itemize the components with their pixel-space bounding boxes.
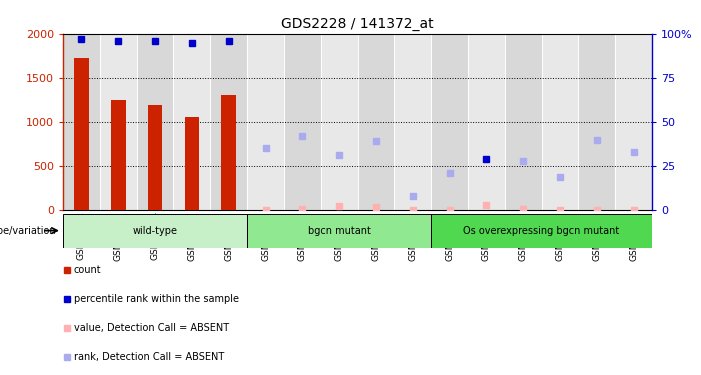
Bar — [210, 34, 247, 210]
Bar — [174, 34, 210, 210]
Bar — [505, 34, 542, 210]
Bar — [542, 34, 578, 210]
Text: Os overexpressing bgcn mutant: Os overexpressing bgcn mutant — [463, 226, 620, 236]
Text: count: count — [74, 264, 101, 274]
Bar — [222, 94, 236, 210]
Text: rank, Detection Call = ABSENT: rank, Detection Call = ABSENT — [74, 352, 224, 362]
Bar — [184, 117, 199, 210]
Text: percentile rank within the sample: percentile rank within the sample — [74, 294, 238, 304]
Bar — [431, 34, 468, 210]
Title: GDS2228 / 141372_at: GDS2228 / 141372_at — [281, 17, 434, 32]
Bar — [63, 34, 100, 210]
Bar — [137, 34, 174, 210]
Bar — [247, 214, 431, 248]
Text: wild-type: wild-type — [132, 226, 177, 236]
Bar — [63, 214, 247, 248]
Bar — [358, 34, 394, 210]
Text: value, Detection Call = ABSENT: value, Detection Call = ABSENT — [74, 322, 229, 333]
Bar — [431, 214, 652, 248]
Bar — [394, 34, 431, 210]
Bar — [247, 34, 284, 210]
Bar — [148, 105, 163, 210]
Bar — [615, 34, 652, 210]
Bar — [468, 34, 505, 210]
Bar — [284, 34, 321, 210]
Bar — [111, 100, 125, 210]
Bar — [320, 34, 358, 210]
Text: genotype/variation: genotype/variation — [0, 226, 56, 236]
Bar — [74, 58, 89, 210]
Bar — [578, 34, 615, 210]
Bar — [100, 34, 137, 210]
Text: bgcn mutant: bgcn mutant — [308, 226, 371, 236]
